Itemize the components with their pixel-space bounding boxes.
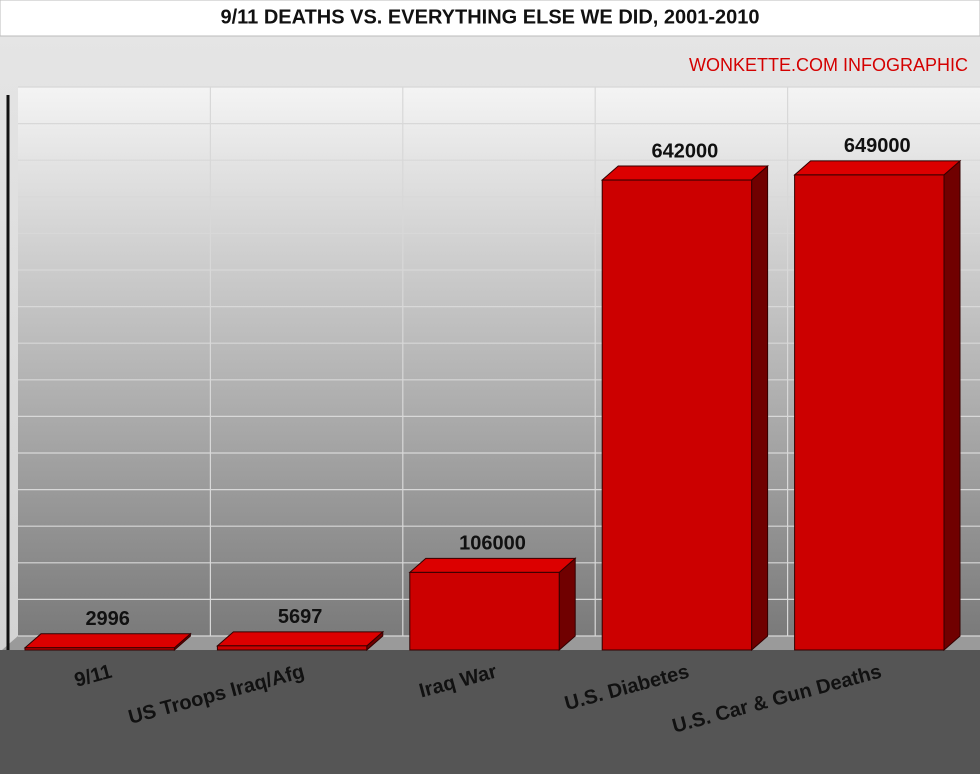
bar	[23, 632, 192, 652]
title-bar	[0, 0, 980, 37]
value-label: 2996	[85, 608, 130, 630]
bar-top	[600, 165, 769, 181]
value-label: 5697	[278, 606, 323, 628]
value-label: 642000	[652, 140, 719, 162]
chart-subtitle: WONKETTE.COM INFOGRAPHIC	[689, 55, 968, 75]
bar	[793, 159, 962, 652]
bar	[600, 164, 769, 652]
bar-front	[24, 647, 175, 651]
bar-top	[23, 633, 192, 649]
bar-front	[216, 645, 368, 651]
bar-top	[793, 160, 962, 176]
value-label: 106000	[459, 533, 526, 555]
bar-side	[943, 159, 961, 652]
bar-top	[216, 631, 385, 647]
bar-front	[601, 179, 753, 651]
floor	[0, 650, 980, 774]
bar-front	[794, 174, 945, 651]
bar-side	[558, 557, 576, 652]
bar-front	[409, 571, 560, 651]
bar-side	[751, 164, 769, 652]
value-label: 649000	[844, 135, 911, 157]
bars	[23, 159, 962, 652]
bar	[216, 630, 385, 652]
bar	[408, 557, 577, 652]
chart-title: 9/11 DEATHS VS. EVERYTHING ELSE WE DID, …	[220, 6, 759, 28]
bar-top	[408, 557, 577, 573]
